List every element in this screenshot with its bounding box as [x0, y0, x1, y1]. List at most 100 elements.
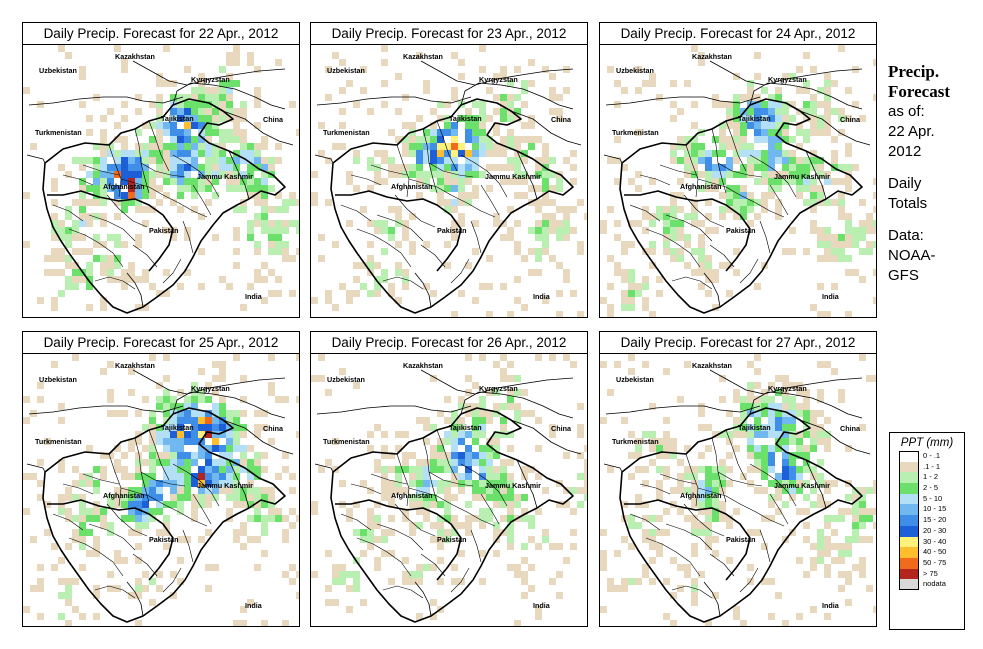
precip-cell [107, 178, 114, 185]
precip-cell [191, 396, 198, 403]
map-label-tajikistan: Tajikistan [738, 423, 771, 432]
precip-cell [628, 473, 635, 480]
precip-cell [128, 262, 135, 269]
precip-cell [663, 529, 670, 536]
precip-cell [23, 396, 30, 403]
map-label-kazakhstan: Kazakhstan [403, 52, 443, 61]
precip-cell [402, 164, 409, 171]
precip-cell [296, 220, 299, 227]
precip-cell [86, 269, 93, 276]
precip-cell [423, 417, 430, 424]
precip-cell [775, 410, 782, 417]
precip-cell [254, 248, 261, 255]
precip-cell [712, 171, 719, 178]
precip-cell [198, 80, 205, 87]
precip-cell [775, 108, 782, 115]
precip-cell [72, 480, 79, 487]
precip-cell [754, 529, 761, 536]
precip-cell [747, 466, 754, 473]
precip-cell [845, 311, 852, 317]
precip-cell [747, 192, 754, 199]
precip-cell [374, 178, 381, 185]
precip-cell [142, 157, 149, 164]
precip-cell [212, 94, 219, 101]
precip-cell [51, 255, 58, 262]
precip-cell [444, 515, 451, 522]
precip-cell [628, 297, 635, 304]
precip-cell [219, 368, 226, 375]
precip-cell [163, 192, 170, 199]
precip-cell [381, 536, 388, 543]
precip-cell [831, 255, 838, 262]
precip-cell [107, 255, 114, 262]
precip-cell [642, 361, 649, 368]
province-boundary [140, 162, 186, 178]
precip-cell [191, 206, 198, 213]
precip-cell [493, 529, 500, 536]
precip-cell [289, 199, 296, 206]
province-boundary [108, 453, 122, 507]
precip-cell [719, 480, 726, 487]
precip-cell [409, 122, 416, 129]
precip-cell [367, 255, 374, 262]
precip-cell [254, 213, 261, 220]
afghanistan-border [47, 499, 174, 581]
precip-cell [58, 248, 65, 255]
precip-cell [58, 234, 65, 241]
precip-cell [761, 396, 768, 403]
precip-cell [205, 122, 212, 129]
precip-cell [782, 157, 789, 164]
precip-cell [500, 354, 507, 361]
precip-cell [205, 178, 212, 185]
precip-cell [719, 501, 726, 508]
precip-cell [663, 241, 670, 248]
legend-row: 10 - 15 [899, 504, 964, 516]
precip-cell [789, 382, 796, 389]
precip-cell [677, 508, 684, 515]
precip-cell [395, 136, 402, 143]
precip-cell [254, 178, 261, 185]
precip-cell [198, 417, 205, 424]
precip-cell [219, 164, 226, 171]
province-boundary [659, 164, 697, 176]
map-label-kyrgyzstan: Kyrgyzstan [768, 384, 807, 393]
precip-cell [803, 129, 810, 136]
precip-cell [423, 143, 430, 150]
precip-cell [472, 438, 479, 445]
precip-cell [796, 403, 803, 410]
precip-cell [761, 466, 768, 473]
precip-cell [65, 227, 72, 234]
precip-cell [121, 115, 128, 122]
country-boundary [749, 391, 863, 419]
precip-cell [86, 304, 93, 311]
precip-cell [649, 431, 656, 438]
precip-cell [472, 480, 479, 487]
legend-swatch [899, 515, 919, 526]
precip-cell [395, 73, 402, 80]
precip-cell [810, 410, 817, 417]
precip-cell [458, 473, 465, 480]
precip-cell [542, 157, 549, 164]
precip-cell [507, 445, 514, 452]
country-boundary [460, 82, 574, 110]
precip-cell [156, 452, 163, 459]
precip-cell [852, 501, 859, 508]
precip-cell [367, 241, 374, 248]
precip-cell [698, 157, 705, 164]
precip-cell [240, 143, 247, 150]
precip-cell [726, 515, 733, 522]
precip-cell [325, 599, 332, 606]
province-boundary [132, 244, 158, 268]
precip-cell [451, 452, 458, 459]
precip-cell [254, 508, 261, 515]
precip-cell [726, 108, 733, 115]
precip-cell [100, 269, 107, 276]
precip-cell [219, 101, 226, 108]
precip-cell [58, 227, 65, 234]
precip-cell [852, 234, 859, 241]
precip-cell [100, 304, 107, 311]
precip-cell [761, 178, 768, 185]
map-label-turkmenistan: Turkmenistan [612, 437, 659, 446]
precip-cell [219, 276, 226, 283]
legend-row: 40 - 50 [899, 547, 964, 558]
